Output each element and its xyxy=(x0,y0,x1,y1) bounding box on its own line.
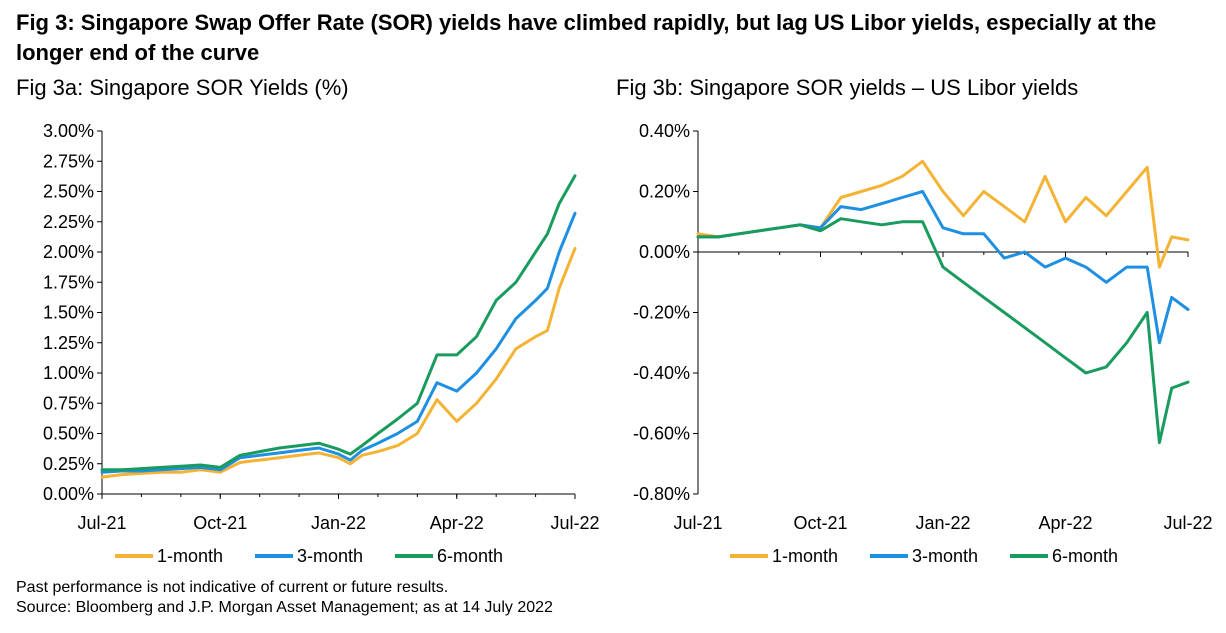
x-tick-label: Apr-22 xyxy=(430,513,484,533)
chart-sor-yields: 3.00% 2.75% 2.50% 2.25% 2.00% 1.75% 1.50% 1.25%… xyxy=(0,110,600,580)
y-tick-label: 0.40% xyxy=(639,121,690,141)
legend-label-6-month: 6-month xyxy=(437,546,503,566)
x-tick-label: Oct-21 xyxy=(793,513,847,533)
x-tick-label: Jul-22 xyxy=(550,513,599,533)
x-tick-label: Oct-21 xyxy=(193,513,247,533)
x-tick-label: Apr-22 xyxy=(1038,513,1092,533)
y-tick-label: 1.50% xyxy=(43,303,94,323)
y-tick-label: -0.80% xyxy=(633,484,690,504)
series-line-3-month xyxy=(100,211,577,474)
y-tick-label: 1.75% xyxy=(43,272,94,292)
legend-label-6-month: 6-month xyxy=(1052,546,1118,566)
series-line-6-month xyxy=(696,217,1190,445)
y-tick-label: 0.00% xyxy=(43,484,94,504)
y-tick-label: -0.40% xyxy=(633,363,690,383)
y-tick-label: 0.50% xyxy=(43,424,94,444)
series-line-6-month xyxy=(100,174,577,472)
legend-label-3-month: 3-month xyxy=(912,546,978,566)
y-tick-label: 1.00% xyxy=(43,363,94,383)
chart-b-svg: 0.40% 0.20% 0.00% -0.20% -0.40% -0.60% -0.80% J… xyxy=(633,121,1213,566)
y-tick-label: 0.75% xyxy=(43,393,94,413)
footnote-disclaimer: Past performance is not indicative of cu… xyxy=(16,579,449,596)
x-tick-label: Jan-22 xyxy=(311,513,366,533)
series-line-1-month xyxy=(100,246,577,479)
page-title: Fig 3: Singapore Swap Offer Rate (SOR) y… xyxy=(16,10,1157,65)
y-tick-label: -0.20% xyxy=(633,303,690,323)
y-tick-label: 1.25% xyxy=(43,333,94,353)
x-tick-label: Jul-22 xyxy=(1163,513,1212,533)
x-tick-label: Jul-21 xyxy=(77,513,126,533)
x-tick-label: Jul-21 xyxy=(673,513,722,533)
legend-label-1-month: 1-month xyxy=(772,546,838,566)
y-tick-label: 0.00% xyxy=(639,242,690,262)
chart-b-title: Fig 3b: Singapore SOR yields – US Libor … xyxy=(616,75,1079,100)
y-tick-label: 0.20% xyxy=(639,182,690,202)
series-line-1-month xyxy=(696,159,1190,269)
chart-a-title: Fig 3a: Singapore SOR Yields (%) xyxy=(16,75,349,100)
y-tick-label: 2.75% xyxy=(43,151,94,171)
footnote-source: Source: Bloomberg and J.P. Morgan Asset … xyxy=(16,599,553,616)
y-tick-label: 3.00% xyxy=(43,121,94,141)
legend-label-3-month: 3-month xyxy=(297,546,363,566)
y-tick-label: 2.25% xyxy=(43,212,94,232)
y-tick-label: 2.00% xyxy=(43,242,94,262)
chart-a-svg: 3.00% 2.75% 2.50% 2.25% 2.00% 1.75% 1.50% 1.25%… xyxy=(43,121,600,566)
y-tick-label: 0.25% xyxy=(43,454,94,474)
x-tick-label: Jan-22 xyxy=(915,513,970,533)
y-tick-label: -0.60% xyxy=(633,424,690,444)
y-tick-label: 2.50% xyxy=(43,182,94,202)
chart-sor-libor-spread: 0.40% 0.20% 0.00% -0.20% -0.40% -0.60% -0.80% J… xyxy=(600,110,1226,580)
legend-label-1-month: 1-month xyxy=(157,546,223,566)
